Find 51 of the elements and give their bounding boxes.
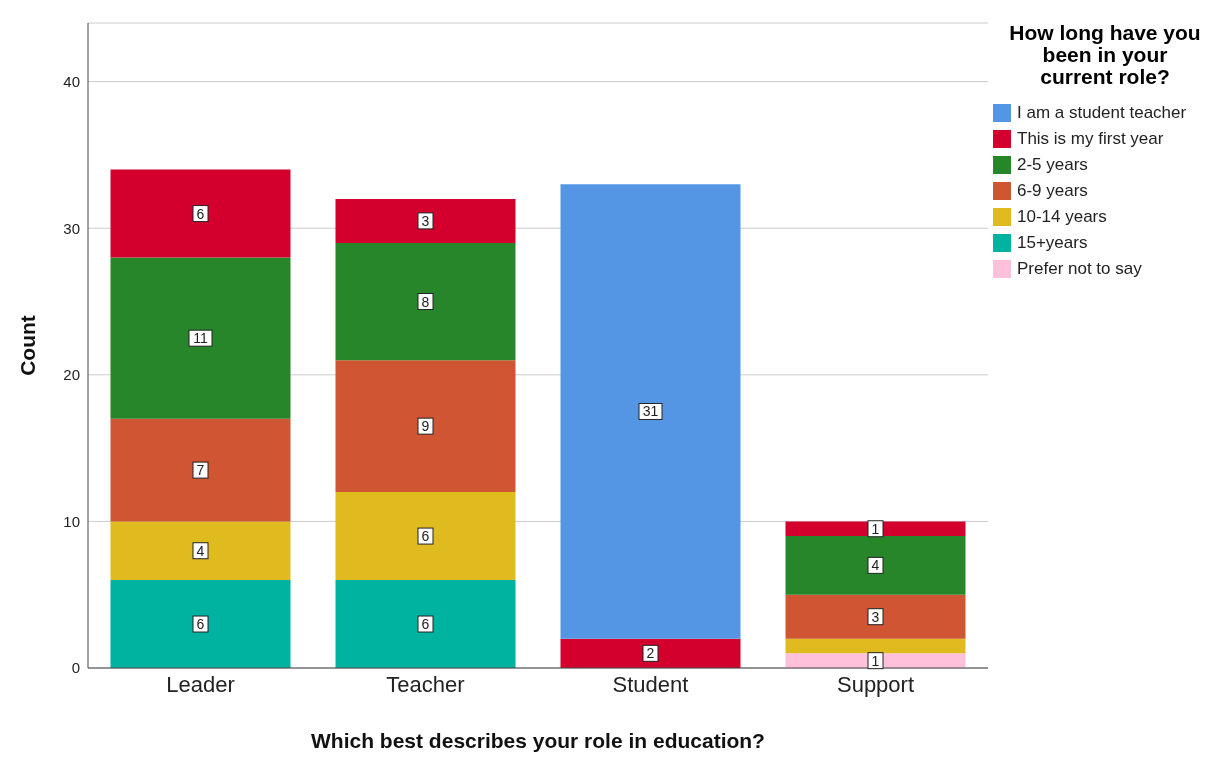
y-tick-label: 30 <box>63 219 80 237</box>
data-label: 6 <box>421 616 430 633</box>
bar <box>560 184 741 639</box>
legend-label: 10-14 years <box>1017 207 1107 227</box>
bar <box>560 638 741 668</box>
bar <box>785 594 966 639</box>
data-label: 2 <box>646 645 655 662</box>
legend-label: I am a student teacher <box>1017 103 1187 123</box>
data-label: 8 <box>421 293 430 310</box>
data-label: 9 <box>421 418 430 435</box>
data-label: 6 <box>196 616 205 633</box>
x-tick-label: Leader <box>166 671 235 697</box>
bar <box>785 536 966 595</box>
data-label: 1 <box>871 652 880 669</box>
x-tick-label: Teacher <box>386 671 465 697</box>
bar <box>335 242 516 361</box>
data-label: 1 <box>871 520 880 537</box>
bar <box>335 580 516 668</box>
legend-title: How long have you been in your current role? <box>1008 21 1202 88</box>
bar <box>335 198 516 243</box>
legend-label: 6-9 years <box>1017 181 1088 201</box>
data-label: 31 <box>642 403 659 420</box>
bar <box>110 580 291 668</box>
y-tick-label: 0 <box>71 659 80 677</box>
y-tick-label: 20 <box>63 366 80 384</box>
data-label: 4 <box>196 542 205 559</box>
bar <box>110 257 291 419</box>
data-label: 4 <box>871 557 880 574</box>
y-tick-label: 40 <box>63 72 80 90</box>
legend-label: Prefer not to say <box>1017 259 1142 279</box>
x-tick-label: Support <box>836 671 915 697</box>
data-label: 3 <box>421 212 430 229</box>
data-label: 7 <box>196 462 205 479</box>
y-tick-label: 10 <box>63 512 80 530</box>
legend-label: 15+years <box>1017 233 1088 253</box>
bar <box>110 169 291 258</box>
bar <box>110 418 291 522</box>
data-label: 6 <box>196 205 205 222</box>
bar <box>110 521 291 581</box>
bar <box>785 521 966 537</box>
data-label: 6 <box>421 528 430 545</box>
legend-label: 2-5 years <box>1017 155 1088 175</box>
bar <box>785 638 966 654</box>
bar <box>335 492 516 581</box>
bar <box>335 360 516 493</box>
x-axis-title: Which best describes your role in education? <box>311 729 765 752</box>
y-axis-title: Count <box>16 315 40 376</box>
data-label: 3 <box>871 608 880 625</box>
data-label: 11 <box>193 330 208 347</box>
legend-label: This is my first year <box>1017 129 1164 149</box>
x-tick-label: Student <box>612 671 689 697</box>
